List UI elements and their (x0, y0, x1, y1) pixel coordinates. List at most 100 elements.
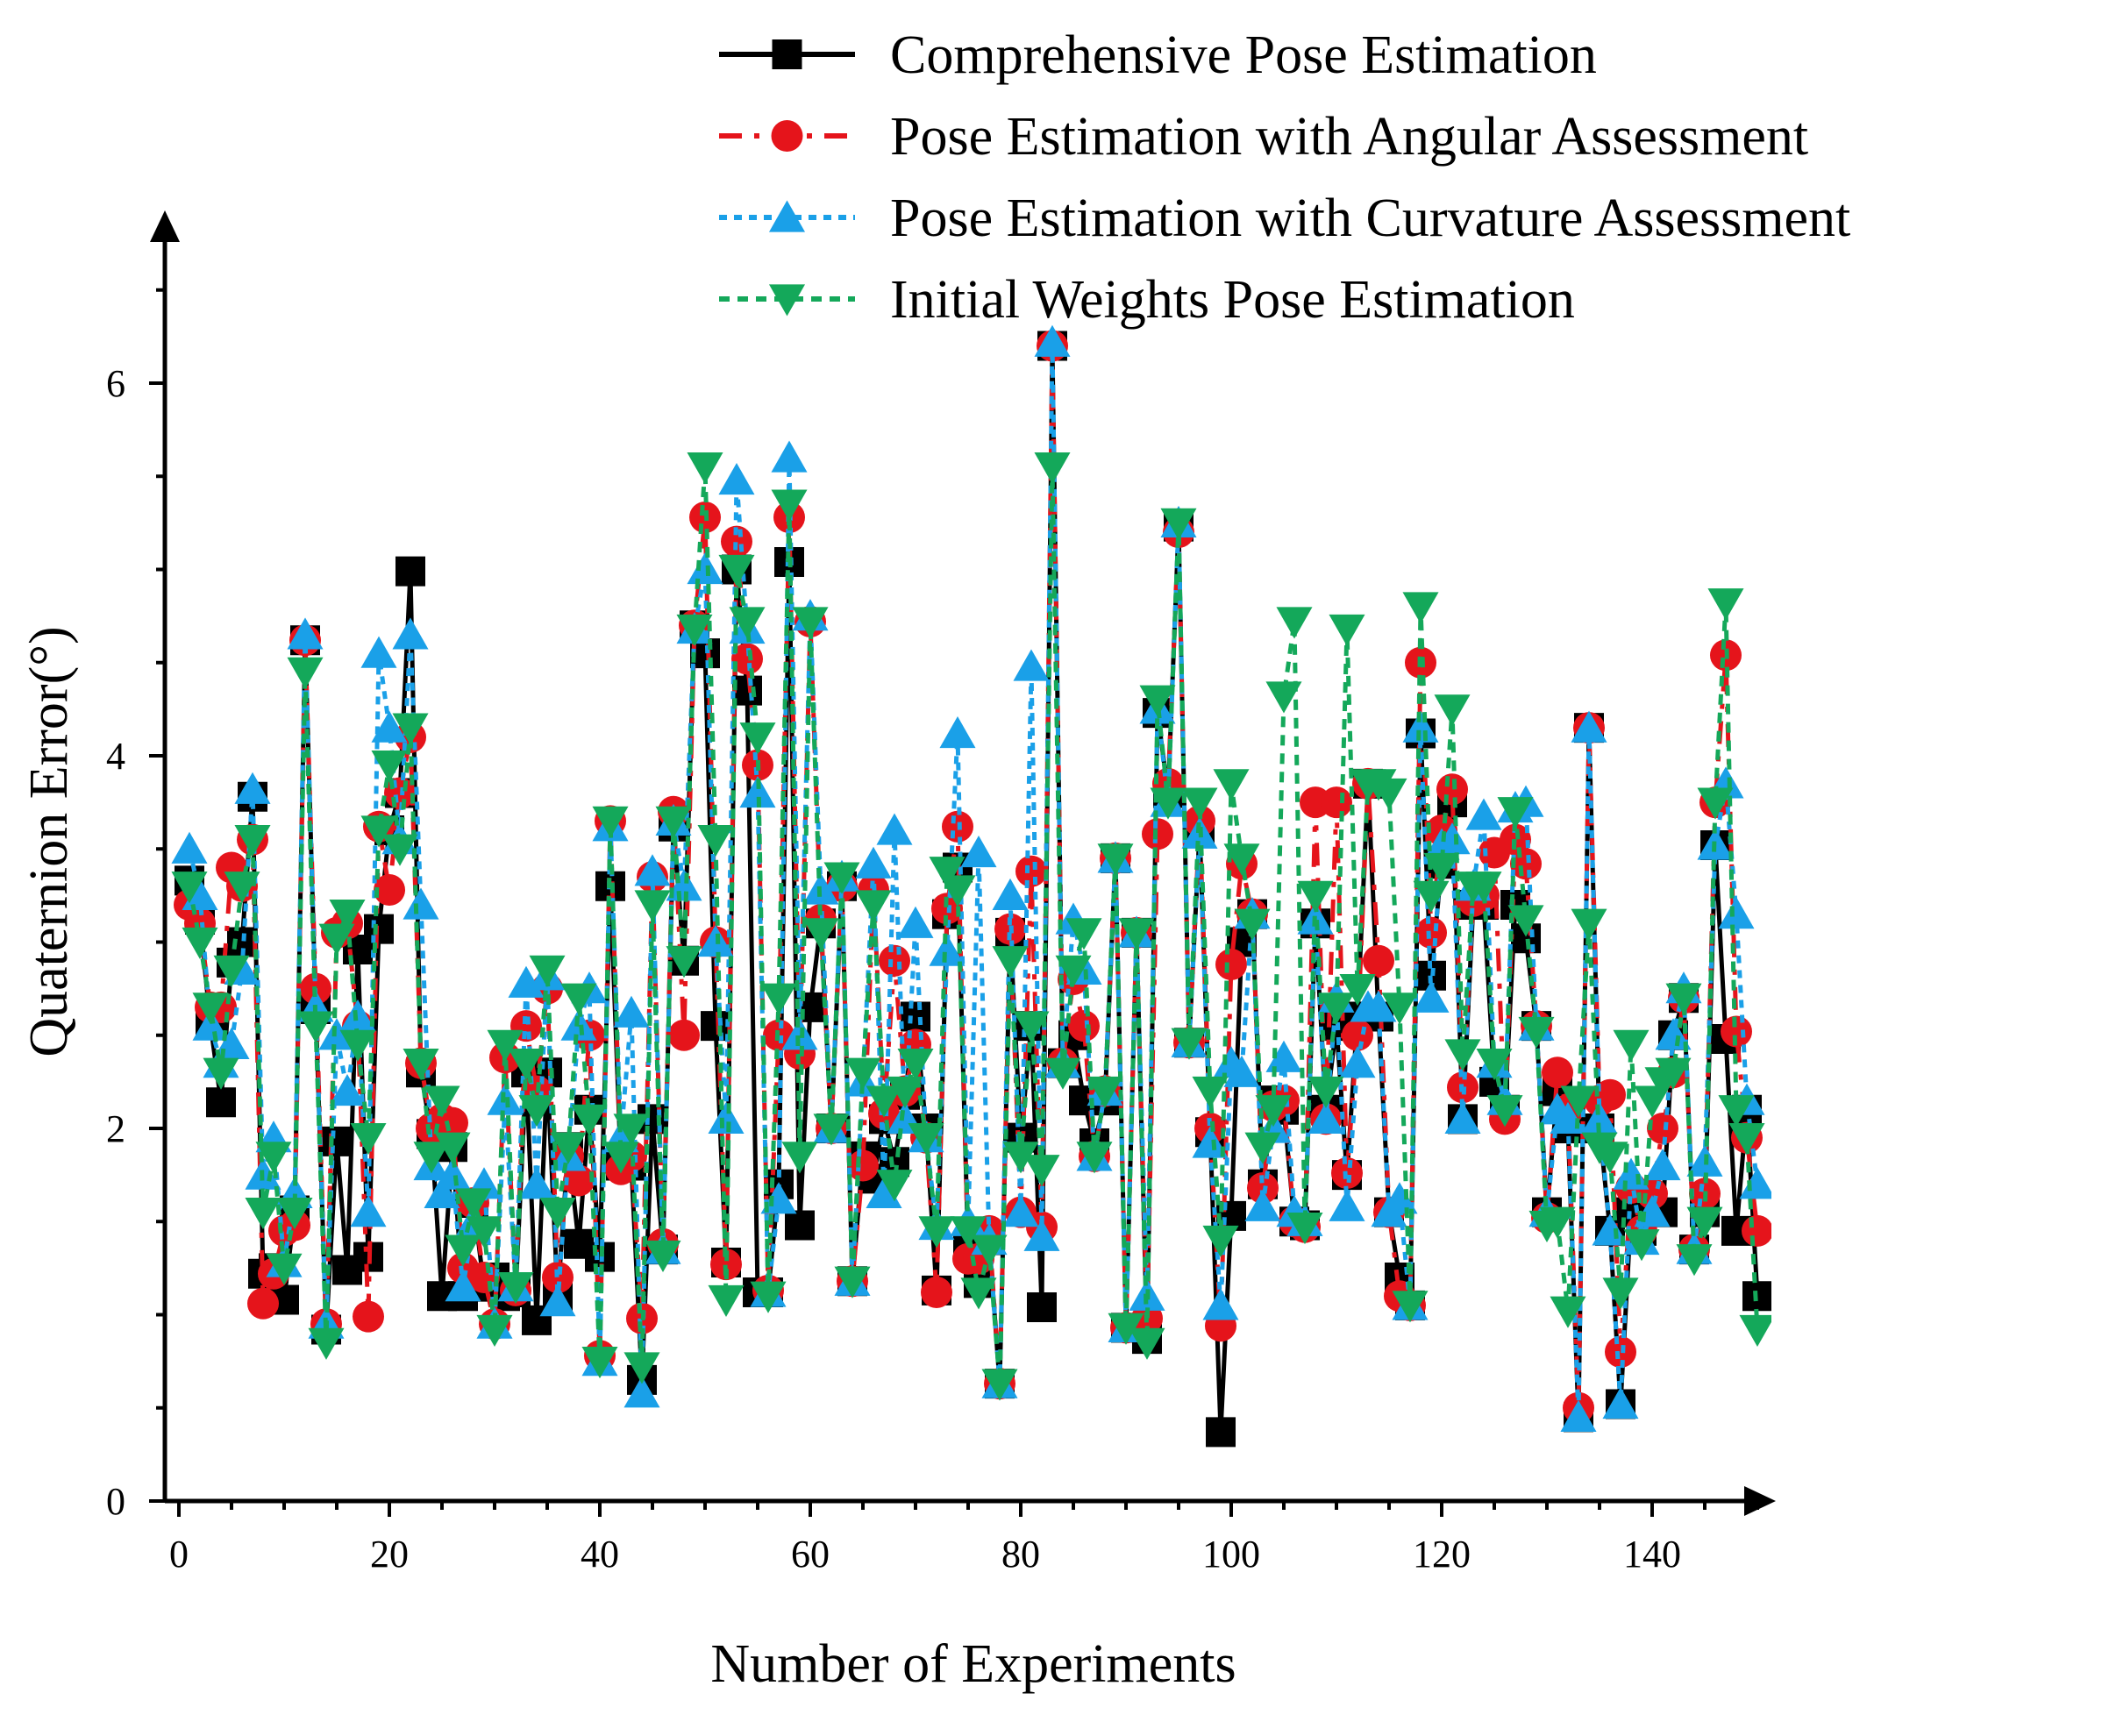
series-4-point (823, 862, 860, 894)
series-4-point (1539, 1206, 1576, 1239)
series-4-point (1465, 872, 1502, 904)
series-4-point (687, 452, 723, 485)
series-4-point (571, 1104, 608, 1136)
series-4-point (1044, 1057, 1081, 1090)
series-4-point (339, 1029, 376, 1062)
series-3-point (1381, 1182, 1418, 1214)
series-4-point (739, 722, 776, 755)
series-2-point (1068, 1010, 1100, 1042)
series-3-point (718, 462, 755, 495)
series-2-point (921, 1277, 952, 1308)
series-4-point (1339, 974, 1376, 1007)
y-axis-title: Quaternion Error(°) (19, 626, 79, 1057)
x-tick-label: 140 (1623, 1533, 1681, 1576)
series-4-point (508, 1049, 545, 1081)
legend: Comprehensive Pose Estimation Pose Estima… (719, 25, 1850, 330)
series-4-point (1087, 1076, 1123, 1109)
series-3-point (171, 831, 208, 864)
series-4-point (308, 1327, 345, 1360)
series-4-point (266, 1253, 303, 1285)
series-1-point (1206, 1417, 1236, 1448)
series-4-point (1318, 993, 1355, 1025)
series-4-point (971, 1234, 1008, 1267)
series-4-point (560, 983, 597, 1015)
series-3-point (939, 715, 976, 749)
series-4-point (434, 1132, 471, 1164)
series-3-point (371, 710, 408, 743)
series-4-point (781, 1142, 818, 1174)
series-4-point (1739, 1314, 1771, 1348)
x-axis-arrow (1744, 1486, 1776, 1516)
series-4-point (1613, 1029, 1650, 1062)
series-3-point (392, 617, 429, 650)
series-3-point (687, 551, 723, 585)
series-3-point (613, 995, 650, 1028)
series-4-point (1392, 1291, 1429, 1323)
series-4-point (529, 955, 566, 987)
series-4-point (813, 1113, 850, 1146)
series-4-point (350, 1123, 387, 1156)
series-4-point (1213, 769, 1250, 801)
series-3-point (350, 1195, 387, 1227)
legend-item-3: Pose Estimation with Curvature Assessmen… (719, 189, 1850, 248)
series-3-point (1592, 1213, 1628, 1246)
series-3-point (992, 878, 1029, 910)
y-axis-arrow (150, 210, 180, 242)
series-3-point (739, 775, 776, 808)
series-4-point (613, 1113, 650, 1146)
series-4-point (1034, 452, 1071, 485)
series-4-point (908, 1123, 944, 1156)
y-tick-label: 4 (106, 735, 125, 778)
series-2-point (374, 874, 405, 906)
series-4-point (203, 1057, 239, 1090)
series-4-point (1707, 588, 1744, 621)
legend-marker (768, 284, 806, 317)
series-4-point (981, 1369, 1018, 1401)
series-4-point (276, 1198, 313, 1230)
series-4-point (1560, 1085, 1597, 1118)
series-3-point (1602, 1386, 1639, 1419)
series-3-point (360, 636, 397, 668)
series-2-point (847, 1149, 879, 1182)
series-1-point (206, 1087, 236, 1118)
series-4-point (929, 857, 965, 889)
series-4-point (550, 1132, 587, 1164)
series-4-point (371, 751, 408, 783)
series-2-point (1247, 1172, 1279, 1204)
series-4-point (245, 1198, 281, 1230)
legend-label: Pose Estimation with Curvature Assessmen… (890, 189, 1850, 248)
series-3-point (781, 1018, 818, 1050)
series-4-point (1013, 1011, 1050, 1043)
series-4-point (1486, 1095, 1523, 1128)
series-3-point (1339, 1046, 1376, 1078)
series-3-point (771, 440, 808, 473)
series-4-point (897, 1049, 934, 1081)
series-4-point (645, 1240, 681, 1273)
series-4-point (750, 1281, 787, 1313)
series-2-point (879, 944, 910, 977)
series-4-point (634, 890, 671, 922)
series-4-point (1255, 1095, 1292, 1128)
series-4-point (771, 489, 808, 522)
series-4-point (834, 1266, 871, 1298)
series-4-point (655, 806, 692, 838)
y-tick-label: 0 (106, 1480, 125, 1523)
series-4-point (1518, 1016, 1555, 1049)
series-2-point (1594, 1078, 1626, 1111)
series-4-point (1718, 1095, 1755, 1128)
series-3-point (1402, 710, 1439, 743)
series-4-point (792, 607, 829, 639)
series-2-point (1542, 1057, 1573, 1089)
series-2-point (1436, 773, 1468, 806)
series-3-point (1265, 1040, 1302, 1072)
series-4-point (1728, 1123, 1765, 1156)
legend-label: Comprehensive Pose Estimation (890, 25, 1597, 85)
series-4-point (697, 825, 734, 857)
axes: 0 20 40 60 80 100 120 140 0 2 4 6 (106, 210, 1776, 1576)
series-4-point (1413, 880, 1450, 913)
series-3-point (1023, 1219, 1060, 1251)
series-3-point (634, 854, 671, 886)
series-4-point (1160, 508, 1197, 540)
series-4-point (1276, 607, 1313, 639)
series-3-point (960, 835, 997, 868)
